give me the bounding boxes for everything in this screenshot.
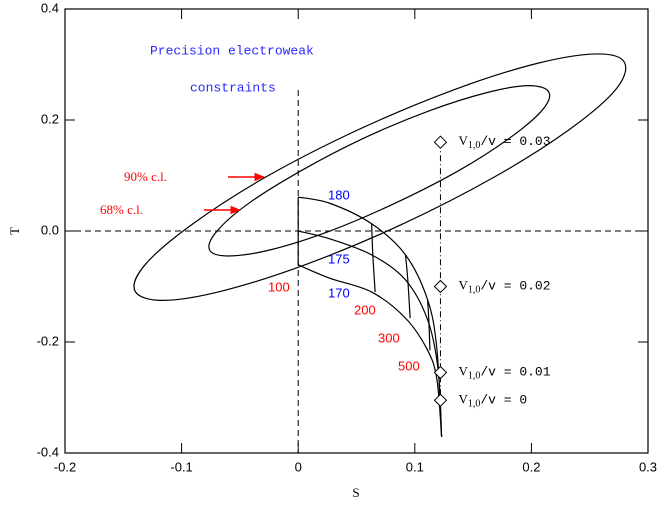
label-base: V (458, 364, 468, 379)
x-tick-label: 0.3 (639, 459, 657, 474)
diamond-marker (433, 365, 448, 380)
series-label: 300 (378, 330, 400, 345)
curve (298, 230, 443, 437)
series-label: 100 (268, 279, 290, 294)
label-base: V (458, 391, 468, 406)
curve (297, 264, 443, 437)
label-sub: 1,0 (468, 140, 481, 151)
x-axis-label: S (352, 485, 359, 500)
curve (404, 254, 411, 319)
series-label: 500 (398, 358, 420, 373)
label-base: V (458, 277, 468, 292)
label-rest: /v = 0.01 (480, 365, 550, 380)
title-line: constraints (190, 80, 276, 95)
label-rest: /v = 0 (480, 393, 527, 408)
point-label: V1,0/v = 0.03 (458, 133, 550, 151)
x-tick-label: -0.1 (170, 459, 192, 474)
diamond-marker (433, 393, 448, 407)
series-label: 200 (354, 302, 376, 317)
diamond-marker (433, 279, 448, 294)
point-label: V1,0/v = 0.01 (458, 364, 550, 382)
x-tick-label: 0.2 (522, 459, 540, 474)
label-sub: 1,0 (468, 285, 481, 296)
y-tick-label: -0.4 (37, 444, 59, 459)
series-label: 90% c.l. (124, 169, 167, 184)
y-tick-label: -0.2 (37, 333, 59, 348)
point-label: V1,0/v = 0.02 (458, 277, 550, 295)
curve (208, 84, 551, 257)
series-label: 170 (328, 285, 350, 300)
curve (427, 299, 431, 351)
x-tick-label: -0.2 (54, 459, 76, 474)
label-base: V (458, 133, 468, 148)
curve (371, 223, 376, 293)
series-label: 175 (328, 251, 350, 266)
label-sub: 1,0 (468, 371, 481, 382)
title-line: Precision electroweak (150, 43, 314, 58)
y-tick-label: 0.4 (41, 0, 59, 15)
x-tick-label: 0 (295, 459, 302, 474)
label-rest: /v = 0.03 (480, 135, 550, 150)
y-tick-label: 0.2 (41, 111, 59, 126)
point-label: V1,0/v = 0 (458, 391, 527, 409)
series-label: 180 (328, 187, 350, 202)
label-rest: /v = 0.02 (480, 279, 550, 294)
diamond-marker (433, 135, 448, 149)
curve (133, 53, 627, 301)
label-sub: 1,0 (468, 399, 481, 410)
x-tick-label: 0.1 (406, 459, 424, 474)
y-axis-label: T (7, 227, 22, 235)
series-label: 68% c.l. (100, 202, 143, 217)
y-tick-label: 0.0 (41, 222, 59, 237)
